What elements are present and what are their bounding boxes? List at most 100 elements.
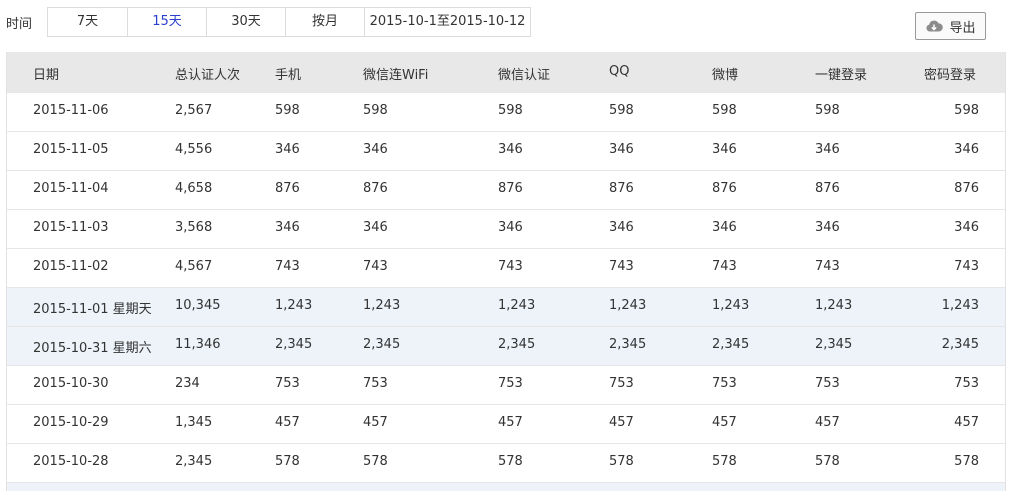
- column-header-wechat-auth[interactable]: 微信认证: [498, 68, 551, 83]
- table-cell: 457: [609, 415, 634, 430]
- table-cell: 346: [954, 142, 979, 157]
- table-cell: 11,346: [175, 337, 221, 352]
- tab-15-days[interactable]: 15天: [128, 8, 207, 36]
- table-cell: 578: [363, 454, 388, 469]
- table-cell: 753: [498, 376, 523, 391]
- table-cell: 1,243: [498, 298, 536, 313]
- table-row[interactable]: 2015-10-29 1,345 457 457 457 457 457 457 457: [7, 405, 1005, 444]
- table-cell-date: 2015-11-01 星期天: [33, 302, 152, 317]
- table-cell: 3,568: [175, 220, 213, 235]
- table-cell: 876: [815, 181, 840, 196]
- table-cell: 1,243: [609, 298, 647, 313]
- table-cell: 346: [815, 142, 840, 157]
- table-cell-date: 2015-11-02: [33, 259, 109, 274]
- table-cell: 753: [363, 376, 388, 391]
- table-cell: 10,345: [175, 298, 221, 313]
- table-cell: 457: [954, 415, 979, 430]
- table-cell: 578: [275, 454, 300, 469]
- table-cell: 743: [712, 259, 737, 274]
- table-cell: 2,345: [275, 337, 313, 352]
- table-cell-date: 2015-11-03: [33, 220, 109, 235]
- table-cell: 578: [712, 454, 737, 469]
- table-row[interactable]: 2015-11-05 4,556 346 346 346 346 346 346 346: [7, 132, 1005, 171]
- table-cell: 457: [498, 415, 523, 430]
- table-cell: 346: [954, 220, 979, 235]
- column-header-one-click-login[interactable]: 一键登录: [815, 68, 868, 83]
- table-cell-date: 2015-10-31 星期六: [33, 341, 152, 356]
- table-cell-date: 2015-11-05: [33, 142, 109, 157]
- table-cell: 578: [954, 454, 979, 469]
- table-cell: 2,345: [941, 337, 979, 352]
- column-header-password-login[interactable]: 密码登录: [924, 68, 977, 83]
- table-cell: 2,345: [363, 337, 401, 352]
- table-cell: 234: [175, 376, 200, 391]
- table-cell: 876: [609, 181, 634, 196]
- table-cell-date: 2015-10-29: [33, 415, 109, 430]
- table-cell: 876: [712, 181, 737, 196]
- time-filter-label: 时间: [6, 17, 33, 32]
- table-cell: 346: [275, 220, 300, 235]
- table-cell: 346: [498, 142, 523, 157]
- column-header-date[interactable]: 日期: [33, 68, 60, 83]
- table-row[interactable]: 2015-11-06 2,567 598 598 598 598 598 598 598: [7, 93, 1005, 132]
- table-cell: 753: [954, 376, 979, 391]
- table-cell: 876: [363, 181, 388, 196]
- table-cell: 346: [498, 220, 523, 235]
- table-cell-date: 2015-11-06: [33, 103, 109, 118]
- table-cell: 598: [498, 103, 523, 118]
- auth-stats-table: 日期 总认证人次 手机 微信连WiFi 微信认证 QQ 微博 一键登录 密码登录…: [6, 52, 1006, 491]
- export-button[interactable]: 导出: [915, 12, 986, 40]
- table-cell: 578: [815, 454, 840, 469]
- table-cell: 1,243: [712, 298, 750, 313]
- tab-7-days[interactable]: 7天: [48, 8, 128, 36]
- table-cell: 578: [609, 454, 634, 469]
- table-cell: 4,658: [175, 181, 213, 196]
- column-header-weibo[interactable]: 微博: [712, 68, 739, 83]
- table-cell: 753: [275, 376, 300, 391]
- time-range-tabs: 7天 15天 30天 按月 2015-10-1至2015-10-12: [47, 7, 531, 37]
- table-cell: 598: [815, 103, 840, 118]
- table-row[interactable]: 2015-11-04 4,658 876 876 876 876 876 876 876: [7, 171, 1005, 210]
- table-cell: 1,243: [815, 298, 853, 313]
- table-cell: 876: [498, 181, 523, 196]
- table-row[interactable]: 2015-10-30 234 753 753 753 753 753 753 753: [7, 366, 1005, 405]
- table-cell: 753: [712, 376, 737, 391]
- table-cell: 457: [815, 415, 840, 430]
- column-header-qq[interactable]: QQ: [609, 64, 630, 79]
- table-row[interactable]: 2015-10-28 2,345 578 578 578 578 578 578 578: [7, 444, 1005, 483]
- table-row[interactable]: 2015-11-02 4,567 743 743 743 743 743 743 743: [7, 249, 1005, 288]
- table-cell: 598: [609, 103, 634, 118]
- table-cell: 346: [275, 142, 300, 157]
- table-cell: 598: [712, 103, 737, 118]
- tab-custom-date-range[interactable]: 2015-10-1至2015-10-12: [369, 14, 526, 29]
- tab-by-month[interactable]: 按月: [286, 8, 365, 36]
- table-cell-date: 2015-10-28: [33, 454, 109, 469]
- table-cell: 2,345: [498, 337, 536, 352]
- table-cell: 598: [363, 103, 388, 118]
- table-cell: 346: [363, 142, 388, 157]
- table-row[interactable]: 2015-10-31 星期六 11,346 2,345 2,345 2,345 2,345…: [7, 327, 1005, 366]
- table-cell: 457: [275, 415, 300, 430]
- table-cell: 2,345: [609, 337, 647, 352]
- column-header-total[interactable]: 总认证人次: [175, 68, 241, 83]
- table-cell: 346: [712, 142, 737, 157]
- table-cell: 876: [275, 181, 300, 196]
- table-row[interactable]: 2015-11-01 星期天 10,345 1,243 1,243 1,243 1,243…: [7, 288, 1005, 327]
- column-header-wechat-wifi[interactable]: 微信连WiFi: [363, 68, 429, 83]
- tab-30-days[interactable]: 30天: [207, 8, 286, 36]
- table-cell: 4,567: [175, 259, 213, 274]
- table-header: 日期 总认证人次 手机 微信连WiFi 微信认证 QQ 微博 一键登录 密码登录: [7, 52, 1005, 93]
- table-cell: 743: [363, 259, 388, 274]
- table-row[interactable]: 2015-11-03 3,568 346 346 346 346 346 346 346: [7, 210, 1005, 249]
- table-cell-date: 2015-10-30: [33, 376, 109, 391]
- table-cell: 346: [712, 220, 737, 235]
- table-cell: 346: [609, 220, 634, 235]
- table-bottom-edge: [7, 483, 1005, 491]
- table-cell-date: 2015-11-04: [33, 181, 109, 196]
- table-cell: 1,345: [175, 415, 213, 430]
- export-button-label: 导出: [949, 20, 976, 36]
- table-cell: 598: [275, 103, 300, 118]
- column-header-phone[interactable]: 手机: [275, 68, 302, 83]
- table-cell: 876: [954, 181, 979, 196]
- table-cell: 753: [609, 376, 634, 391]
